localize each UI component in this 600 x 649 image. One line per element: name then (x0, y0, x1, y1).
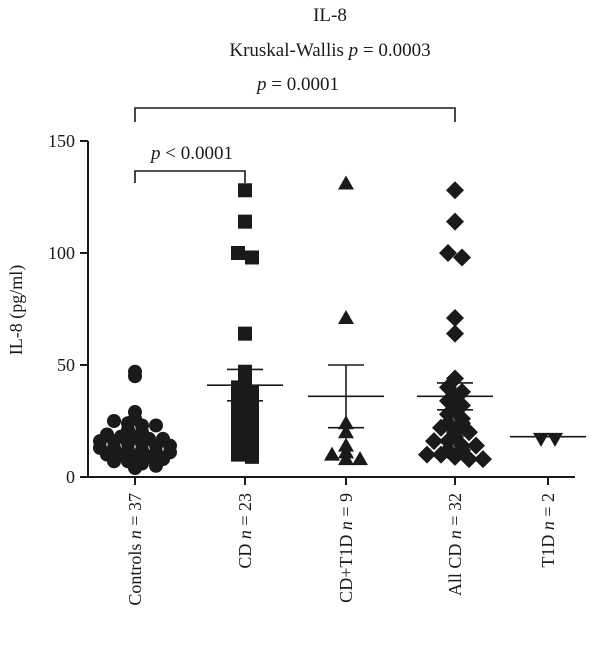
chart-title: IL-8 (313, 5, 347, 26)
category-label: CD n = 23 (235, 493, 255, 569)
data-point (324, 446, 340, 461)
y-tick-label: 150 (48, 131, 75, 151)
data-point (425, 432, 443, 451)
data-point (460, 423, 478, 442)
data-point (439, 244, 457, 262)
data-point (231, 246, 245, 260)
data-point (446, 324, 464, 343)
data-point (533, 432, 549, 447)
bracket-all-p-label: p = 0.0001 (255, 74, 339, 95)
category-label: Controls n = 37 (125, 493, 145, 606)
data-points (93, 175, 563, 476)
data-point (231, 380, 245, 395)
data-point (338, 175, 354, 190)
data-point (245, 384, 259, 399)
bracket-cd-p-label: p < 0.0001 (149, 143, 233, 164)
data-point (453, 248, 471, 267)
data-point (446, 308, 464, 327)
axes: 0 50 100 150 (48, 131, 575, 487)
data-point (446, 181, 464, 200)
data-point (231, 447, 245, 462)
data-point (446, 212, 464, 231)
y-axis-label: IL-8 (pg/ml) (6, 265, 27, 355)
data-point (245, 250, 259, 265)
data-point (128, 369, 142, 384)
data-point (149, 458, 163, 473)
significance-brackets (134, 107, 456, 183)
kruskal-wallis-annotation: Kruskal-Wallis p = 0.0003 (229, 40, 430, 61)
data-point (547, 432, 563, 447)
data-point (338, 451, 354, 466)
mean-sem-lines (97, 364, 586, 442)
data-point (149, 418, 163, 433)
category-label: CD+T1D n = 9 (336, 493, 356, 603)
bracket-controls-allcd (134, 107, 456, 122)
data-point (460, 450, 478, 469)
data-point (446, 447, 464, 466)
category-labels: Controls n = 37 CD n = 23 CD+T1D n = 9 All … (125, 493, 558, 606)
data-point (107, 414, 121, 428)
data-point (352, 451, 368, 466)
category-label: T1D n = 2 (538, 493, 558, 568)
data-point (128, 461, 142, 476)
data-point (467, 436, 485, 455)
data-point (432, 418, 450, 437)
data-point (418, 445, 436, 464)
y-tick-label: 0 (66, 467, 75, 487)
data-point (474, 450, 492, 469)
y-tick-label: 50 (57, 355, 75, 375)
data-point (245, 449, 259, 464)
data-point (238, 183, 252, 198)
data-point (338, 424, 354, 439)
data-point (238, 214, 252, 229)
data-point (432, 445, 450, 464)
bracket-controls-cd (134, 170, 246, 183)
data-point (107, 454, 121, 469)
data-point (238, 326, 252, 341)
category-label: All CD n = 32 (445, 493, 465, 596)
y-tick-label: 100 (48, 243, 75, 263)
data-point (338, 309, 354, 324)
